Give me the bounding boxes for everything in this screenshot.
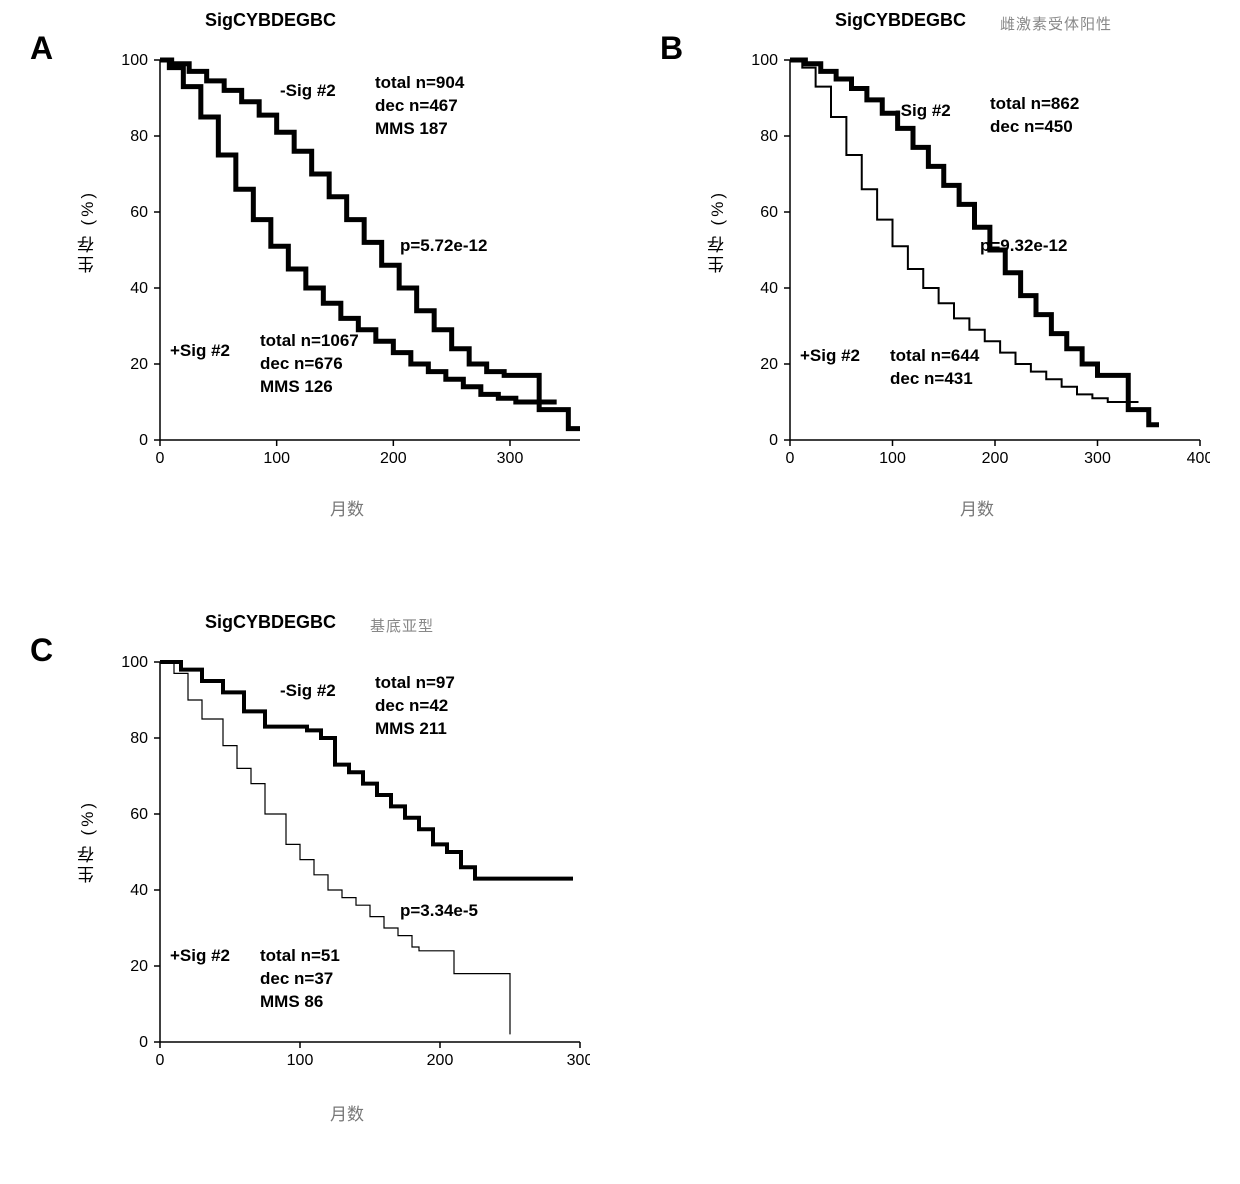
- panel-b: B SigCYBDEGBC 雌激素受体阳性 0 100 200 300 400 0 20 4…: [660, 10, 1220, 550]
- svg-text:200: 200: [427, 1052, 454, 1069]
- pos-stat-b-0: total n=644: [890, 345, 979, 368]
- pos-stats-c: total n=51 dec n=37 MMS 86: [260, 945, 340, 1014]
- svg-text:400: 400: [1187, 450, 1210, 467]
- svg-text:0: 0: [156, 450, 165, 467]
- neg-stats-c: total n=97 dec n=42 MMS 211: [375, 672, 455, 741]
- pos-sig-label-b: +Sig #2: [800, 345, 860, 368]
- p-value-b: p=9.32e-12: [980, 235, 1067, 258]
- panel-title-b: SigCYBDEGBC: [835, 10, 966, 31]
- svg-text:100: 100: [751, 52, 778, 69]
- svg-text:80: 80: [130, 730, 148, 747]
- neg-stat-c-0: total n=97: [375, 672, 455, 695]
- svg-text:100: 100: [287, 1052, 314, 1069]
- svg-text:40: 40: [130, 882, 148, 899]
- panel-subtitle-b: 雌激素受体阳性: [1000, 13, 1112, 34]
- svg-text:0: 0: [786, 450, 795, 467]
- svg-text:60: 60: [130, 204, 148, 221]
- neg-stat-c-1: dec n=42: [375, 695, 455, 718]
- p-value-c: p=3.34e-5: [400, 900, 478, 923]
- svg-text:300: 300: [567, 1052, 590, 1069]
- svg-text:20: 20: [760, 356, 778, 373]
- svg-text:300: 300: [1084, 450, 1111, 467]
- svg-text:300: 300: [497, 450, 524, 467]
- svg-text:60: 60: [760, 204, 778, 221]
- svg-text:100: 100: [263, 450, 290, 467]
- svg-text:20: 20: [130, 356, 148, 373]
- neg-stats-b: total n=862 dec n=450: [990, 93, 1079, 139]
- panel-subtitle-c: 基底亚型: [370, 615, 434, 636]
- pos-stat-c-2: MMS 86: [260, 991, 340, 1014]
- svg-text:0: 0: [156, 1052, 165, 1069]
- svg-text:20: 20: [130, 958, 148, 975]
- pos-stat-a-1: dec n=676: [260, 353, 359, 376]
- neg-stats-a: total n=904 dec n=467 MMS 187: [375, 72, 464, 141]
- svg-text:80: 80: [130, 128, 148, 145]
- neg-stat-a-0: total n=904: [375, 72, 464, 95]
- neg-sig-label-b: -Sig #2: [895, 100, 951, 123]
- svg-text:100: 100: [121, 654, 148, 671]
- chart-a-svg: 0 100 200 300 0 20 40 60 80 100: [110, 40, 590, 480]
- pos-stat-c-1: dec n=37: [260, 968, 340, 991]
- pos-sig-label-a: +Sig #2: [170, 340, 230, 363]
- panel-letter-a: A: [30, 30, 53, 67]
- chart-b-svg: 0 100 200 300 400 0 20 40 60 80 100: [740, 40, 1210, 480]
- panel-title-a: SigCYBDEGBC: [205, 10, 336, 31]
- panel-c: C SigCYBDEGBC 基底亚型 0 100 200 300 0 20 40 60 80 1…: [30, 600, 610, 1160]
- pos-stats-b: total n=644 dec n=431: [890, 345, 979, 391]
- svg-text:0: 0: [139, 1034, 148, 1051]
- svg-text:40: 40: [760, 280, 778, 297]
- pos-stat-a-0: total n=1067: [260, 330, 359, 353]
- panel-letter-b: B: [660, 30, 683, 67]
- chart-c-svg: 0 100 200 300 0 20 40 60 80 100: [110, 642, 590, 1082]
- svg-text:60: 60: [130, 806, 148, 823]
- y-axis-label-c: 生存 (%): [75, 800, 100, 883]
- y-axis-label-b: 生存 (%): [705, 190, 730, 273]
- x-axis-label-a: 月数: [330, 495, 364, 520]
- panel-a: A SigCYBDEGBC 0 100 200 300 0 20 40 60 80 100 生存…: [30, 10, 610, 550]
- pos-stats-a: total n=1067 dec n=676 MMS 126: [260, 330, 359, 399]
- pos-stat-b-1: dec n=431: [890, 368, 979, 391]
- neg-stat-a-1: dec n=467: [375, 95, 464, 118]
- panel-letter-c: C: [30, 632, 53, 669]
- x-axis-label-b: 月数: [960, 495, 994, 520]
- neg-stat-b-0: total n=862: [990, 93, 1079, 116]
- svg-text:0: 0: [769, 432, 778, 449]
- pos-stat-c-0: total n=51: [260, 945, 340, 968]
- neg-stat-a-2: MMS 187: [375, 118, 464, 141]
- svg-text:0: 0: [139, 432, 148, 449]
- svg-text:200: 200: [380, 450, 407, 467]
- svg-text:100: 100: [879, 450, 906, 467]
- x-axis-label-c: 月数: [330, 1100, 364, 1125]
- neg-stat-b-1: dec n=450: [990, 116, 1079, 139]
- p-value-a: p=5.72e-12: [400, 235, 487, 258]
- pos-stat-a-2: MMS 126: [260, 376, 359, 399]
- panel-title-c: SigCYBDEGBC: [205, 612, 336, 633]
- pos-sig-label-c: +Sig #2: [170, 945, 230, 968]
- neg-sig-label-a: -Sig #2: [280, 80, 336, 103]
- svg-text:200: 200: [982, 450, 1009, 467]
- svg-text:40: 40: [130, 280, 148, 297]
- svg-text:80: 80: [760, 128, 778, 145]
- neg-sig-label-c: -Sig #2: [280, 680, 336, 703]
- y-axis-label-a: 生存 (%): [75, 190, 100, 273]
- svg-text:100: 100: [121, 52, 148, 69]
- neg-stat-c-2: MMS 211: [375, 718, 455, 741]
